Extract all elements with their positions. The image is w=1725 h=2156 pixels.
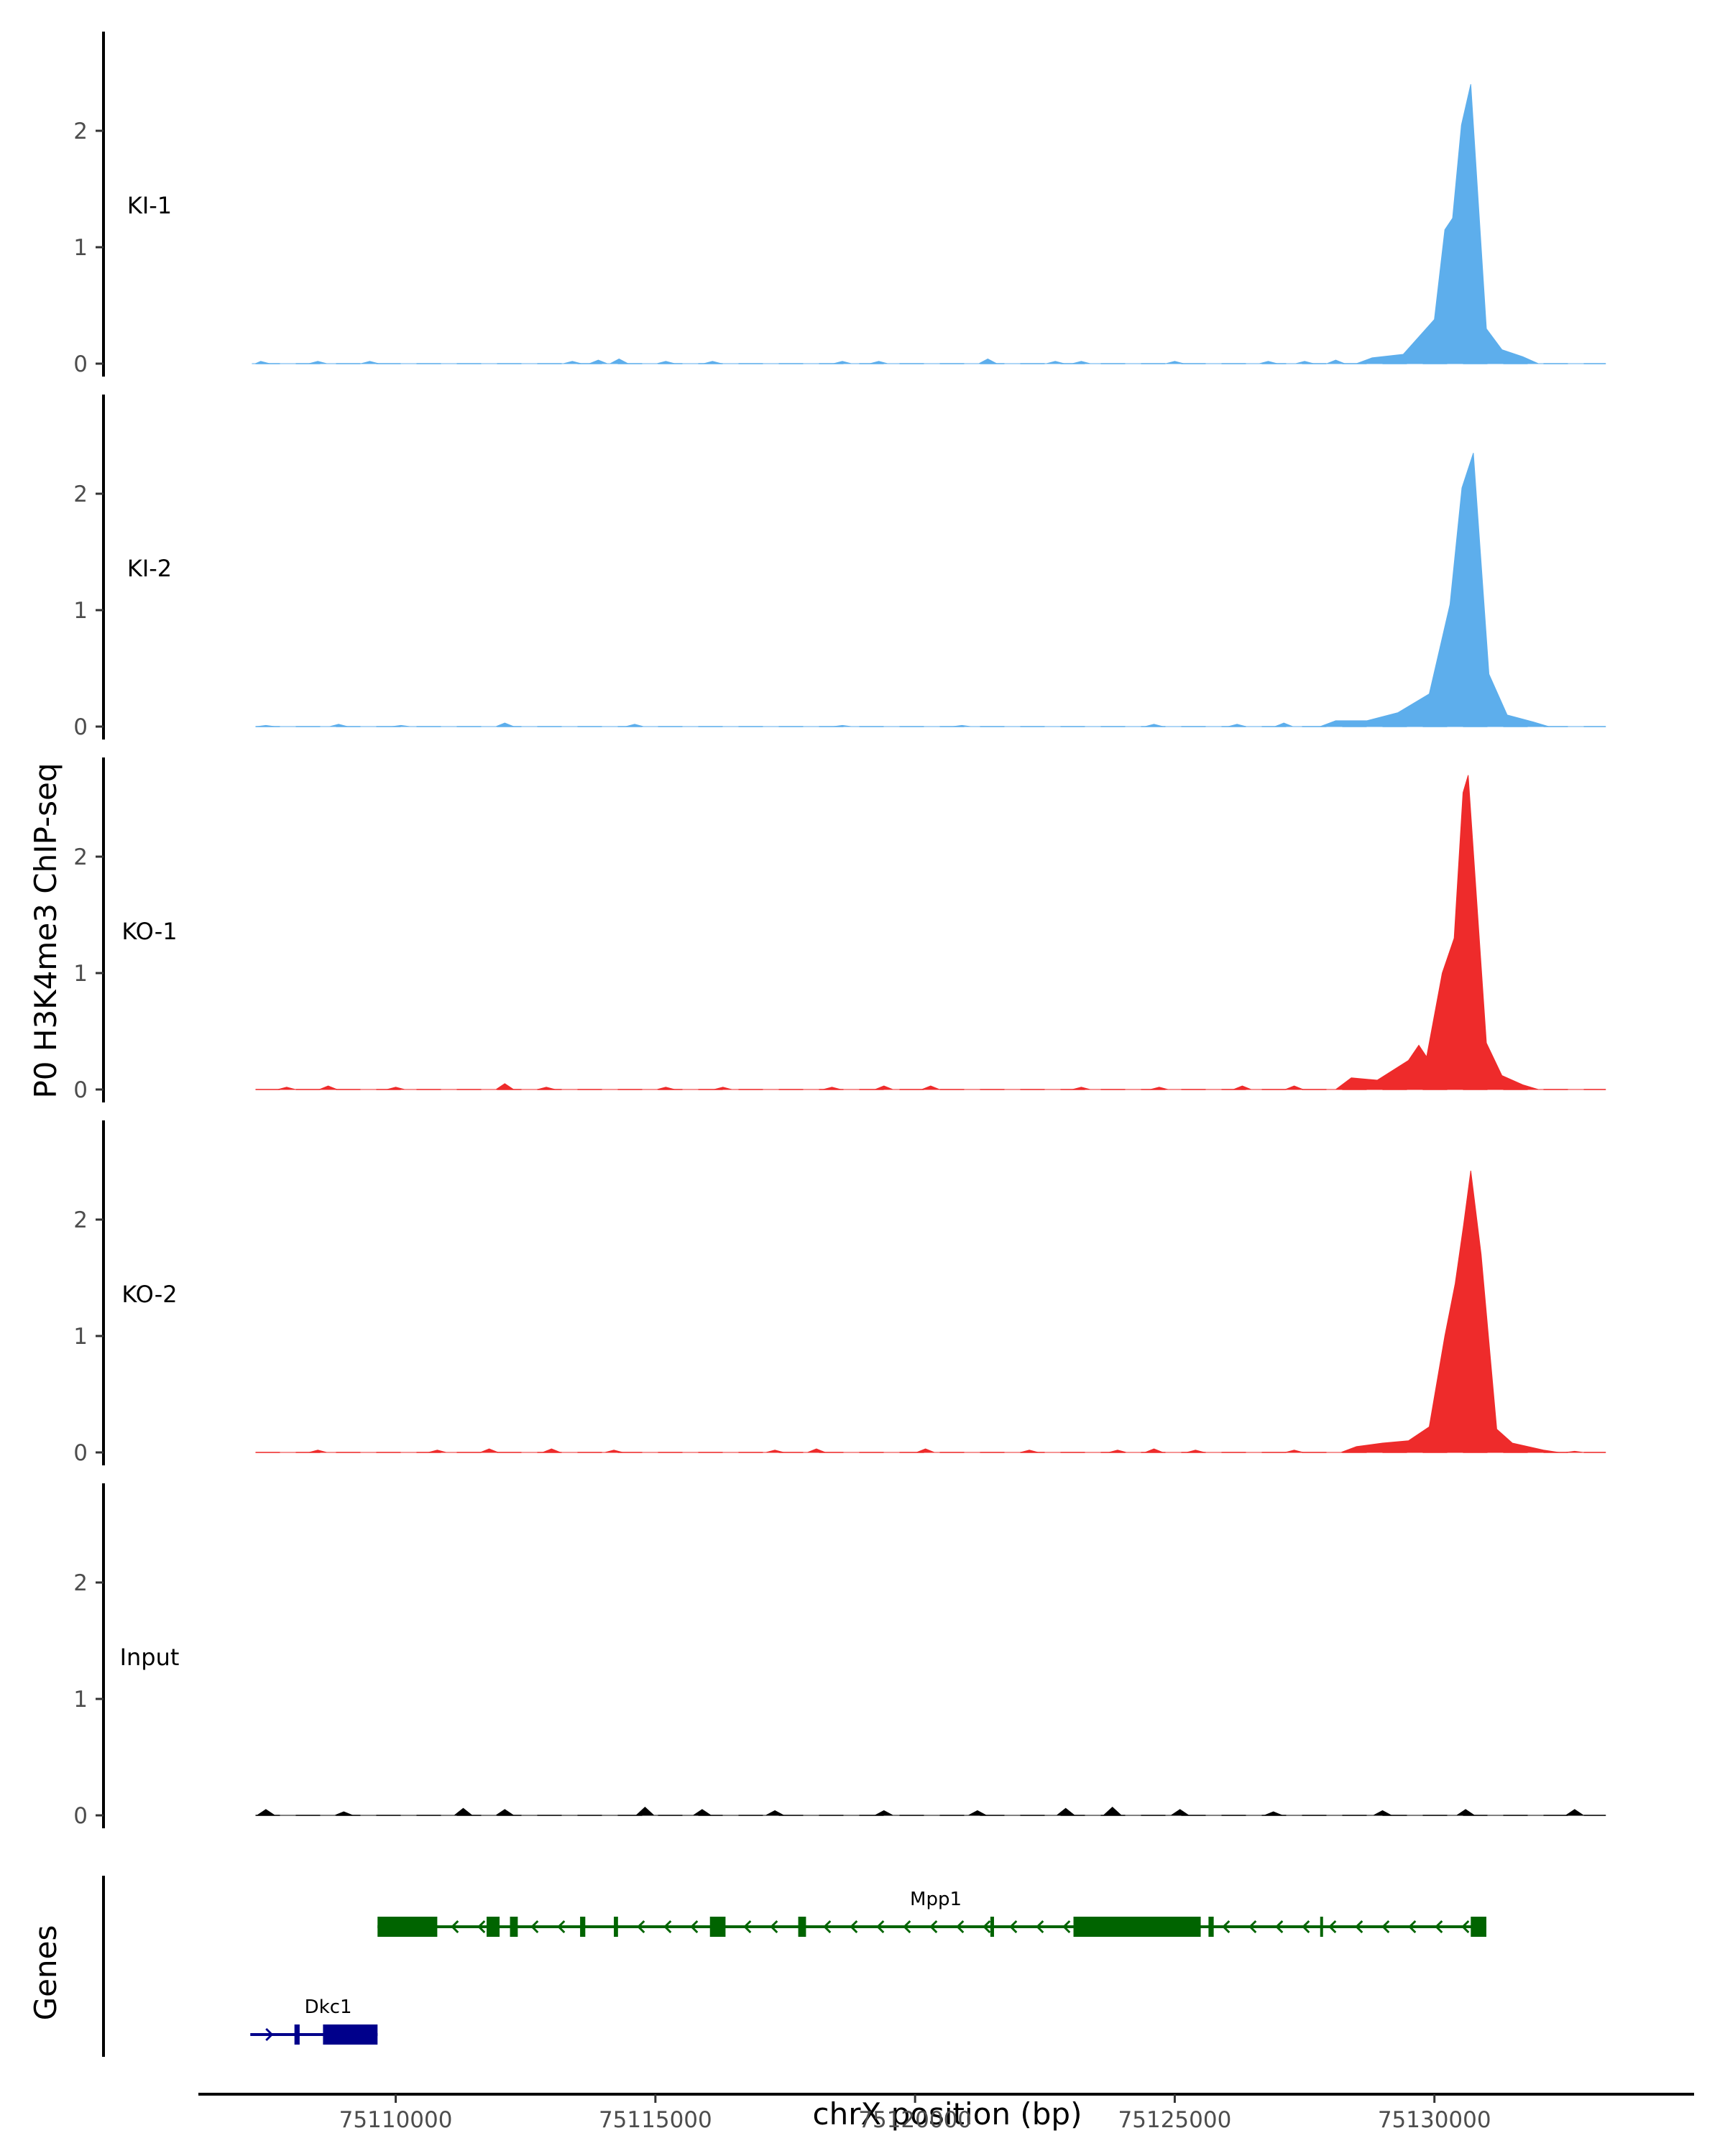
track-ko-1: 0 1 2 KO-1	[73, 757, 1606, 1103]
strand-arrow	[850, 1920, 858, 1934]
strand-arrow	[1009, 1920, 1018, 1934]
exon	[377, 1917, 438, 1937]
strand-arrow	[530, 1920, 539, 1934]
exon	[798, 1917, 806, 1937]
strand-arrow	[929, 1920, 938, 1934]
strand-arrow	[743, 1920, 752, 1934]
exon	[580, 1917, 586, 1937]
y-tick-label: 0	[73, 351, 88, 377]
track-ki-1: 0 1 2 KI-1	[73, 32, 1606, 377]
strand-arrow	[1062, 1920, 1071, 1934]
strand-arrow	[903, 1920, 911, 1934]
strand-arrow	[1036, 1920, 1044, 1934]
strand-arrow	[663, 1920, 672, 1934]
track-label: KI-2	[127, 555, 172, 582]
y-tick-label: 1	[73, 1687, 88, 1713]
x-tick-label: 75110000	[339, 2107, 453, 2133]
strand-arrow	[1435, 1920, 1443, 1934]
strand-arrow	[823, 1920, 832, 1934]
y-tick-label: 2	[73, 482, 88, 507]
y-tick-label: 1	[73, 235, 88, 261]
exon	[1208, 1917, 1214, 1937]
strand-arrow	[637, 1920, 645, 1934]
y-tick-label: 2	[73, 844, 88, 870]
y-tick-label: 2	[73, 1570, 88, 1596]
strand-arrow	[1461, 1920, 1470, 1934]
gene-name: Dkc1	[305, 1996, 352, 2018]
y-tick-label: 2	[73, 119, 88, 144]
x-axis: 75110000 75115000 75120000 75125000 75130000	[198, 2093, 1694, 2133]
exon	[709, 1917, 726, 1937]
track-label: KI-1	[127, 192, 172, 219]
strand-arrow	[1408, 1920, 1417, 1934]
y-tick-label: 2	[73, 1207, 88, 1233]
strand-arrow	[1328, 1920, 1337, 1934]
x-tick-label: 75125000	[1118, 2107, 1232, 2133]
strand-arrow	[983, 1920, 991, 1934]
strand-arrow	[1302, 1920, 1310, 1934]
exon	[510, 1917, 518, 1937]
strand-arrow	[876, 1920, 885, 1934]
x-tick-label: 75115000	[599, 2107, 712, 2133]
genes-panel-title: Genes	[28, 1925, 63, 2021]
y-axis-title: P0 H3K4me3 ChIP-seq	[28, 763, 63, 1098]
track-label: Input	[120, 1644, 180, 1671]
strand-arrow	[265, 2027, 274, 2042]
strand-arrow	[451, 1920, 459, 1934]
exon	[487, 1917, 500, 1937]
x-tick-label: 75130000	[1378, 2107, 1491, 2133]
y-tick-label: 0	[73, 714, 88, 740]
exon	[614, 1917, 618, 1937]
signal-area-ki-1	[252, 84, 1606, 364]
track-ko-2: 0 1 2 KO-2	[73, 1120, 1606, 1466]
signal-area-input	[255, 1807, 1606, 1816]
gene-annotation-panel: Mpp1 Dkc1	[102, 1876, 1486, 2057]
signal-area-ki-2	[255, 453, 1606, 727]
track-label: KO-1	[121, 918, 177, 945]
strand-arrow	[1248, 1920, 1257, 1934]
gene-dkc1: Dkc1	[250, 1996, 378, 2045]
strand-arrow	[1275, 1920, 1284, 1934]
y-tick-label: 0	[73, 1803, 88, 1829]
strand-arrow	[770, 1920, 778, 1934]
strand-arrow	[1222, 1920, 1230, 1934]
x-tick-label: 75120000	[858, 2107, 972, 2133]
y-tick-label: 1	[73, 1324, 88, 1350]
gene-mpp1: Mpp1	[377, 1889, 1486, 1937]
y-tick-label: 1	[73, 961, 88, 987]
track-ki-2: 0 1 2 KI-2	[73, 395, 1606, 740]
track-input: 0 1 2 Input	[73, 1483, 1606, 1829]
strand-arrow	[1355, 1920, 1363, 1934]
exon	[1073, 1917, 1201, 1937]
track-label: KO-2	[121, 1281, 177, 1308]
x-axis-title: chrX position (bp)	[813, 2096, 1082, 2132]
gene-name: Mpp1	[910, 1889, 962, 1910]
exon	[323, 2024, 378, 2045]
strand-arrow	[690, 1920, 699, 1934]
exon	[990, 1917, 994, 1937]
strand-arrow	[477, 1920, 486, 1934]
exon	[1471, 1917, 1486, 1937]
strand-arrow	[1381, 1920, 1390, 1934]
y-tick-label: 0	[73, 1077, 88, 1103]
signal-area-ko-2	[255, 1170, 1606, 1453]
strand-arrow	[956, 1920, 965, 1934]
y-tick-label: 1	[73, 598, 88, 624]
signal-area-ko-1	[255, 775, 1606, 1090]
y-tick-label: 0	[73, 1440, 88, 1466]
strand-arrow	[557, 1920, 566, 1934]
signal-tracks: 0 1 2 KI-1 0 1 2 KI-2 0 1 2 KO-1 0 1 2 KO-2 0 1 2 Input	[73, 32, 1606, 1829]
exon	[294, 2024, 300, 2045]
exon	[1320, 1917, 1323, 1937]
